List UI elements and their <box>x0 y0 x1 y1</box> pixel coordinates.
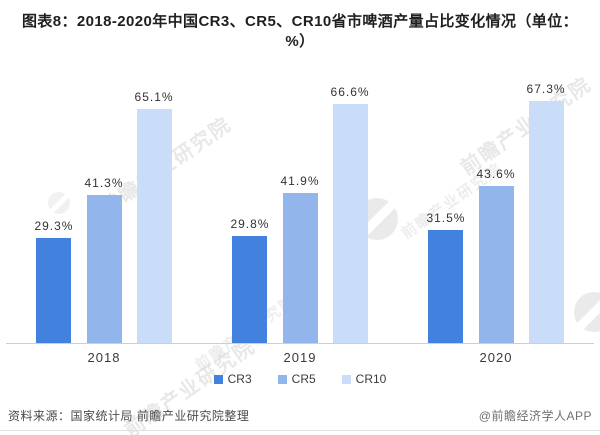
bar-value-label: 65.1% <box>134 90 174 105</box>
bar-cr10-2019: 66.6% <box>331 85 370 343</box>
legend-swatch-icon <box>213 374 223 384</box>
legend-item-cr5: CR5 <box>277 372 316 386</box>
bar-cr3-2019: 29.8% <box>230 217 269 343</box>
footer: 资料来源：国家统计局 前瞻产业研究院整理 @前瞻经济学人APP <box>8 407 592 424</box>
bar-group-2018: 29.3% 41.3% 65.1% 2018 <box>6 70 202 365</box>
bar-group-2020: 31.5% 43.6% 67.3% 2020 <box>398 70 594 365</box>
bar-cr10-2020: 67.3% <box>527 82 566 343</box>
bar-rect <box>428 229 464 343</box>
chart-title: 图表8：2018-2020年中国CR3、CR5、CR10省市啤酒产量占比变化情况… <box>21 13 579 50</box>
legend-swatch-icon <box>341 374 351 384</box>
legend-label: CR10 <box>355 372 387 386</box>
legend-item-cr3: CR3 <box>213 372 252 386</box>
footer-source-text: 资料来源：国家统计局 前瞻产业研究院整理 <box>8 409 250 423</box>
bar-cr5-2018: 41.3% <box>84 176 123 343</box>
x-axis-label-2020: 2020 <box>479 350 513 365</box>
legend-item-cr10: CR10 <box>341 372 387 386</box>
bar-rect <box>478 186 514 343</box>
x-axis-label-2019: 2019 <box>283 350 317 365</box>
legend: CR3 CR5 CR10 <box>0 372 600 386</box>
legend-label: CR5 <box>291 372 316 386</box>
bar-value-label: 66.6% <box>330 84 370 99</box>
bar-rect <box>36 237 72 343</box>
footer-divider <box>0 430 600 431</box>
bar-rect <box>86 194 122 343</box>
x-axis-label-2018: 2018 <box>87 350 121 365</box>
bar-value-label: 29.3% <box>34 218 74 233</box>
bar-value-label: 43.6% <box>476 167 516 182</box>
bar-cr3-2018: 29.3% <box>34 219 73 343</box>
bar-rect <box>232 236 268 343</box>
bar-value-label: 29.8% <box>230 217 270 231</box>
bar-rect <box>528 101 564 343</box>
bar-rect <box>136 109 172 343</box>
bar-value-label: 41.3% <box>84 175 124 190</box>
bar-value-label: 67.3% <box>526 82 566 97</box>
bar-rect <box>332 103 368 343</box>
legend-swatch-icon <box>277 374 287 384</box>
bar-cr10-2018: 65.1% <box>135 90 174 343</box>
bar-value-label: 41.9% <box>280 173 320 188</box>
plot-area: 29.3% 41.3% 65.1% 2018 29.8% 41.9% 66.6% 2019 31… <box>6 70 594 365</box>
bar-cr3-2020: 31.5% <box>426 211 465 343</box>
bar-cr5-2020: 43.6% <box>476 167 515 343</box>
bar-value-label: 31.5% <box>426 210 466 225</box>
legend-label: CR3 <box>227 372 252 386</box>
bar-group-2019: 29.8% 41.9% 66.6% 2019 <box>202 70 398 365</box>
bar-rect <box>282 192 318 343</box>
footer-credit-text: @前瞻经济学人APP <box>478 409 592 423</box>
bar-cr5-2019: 41.9% <box>280 173 320 343</box>
